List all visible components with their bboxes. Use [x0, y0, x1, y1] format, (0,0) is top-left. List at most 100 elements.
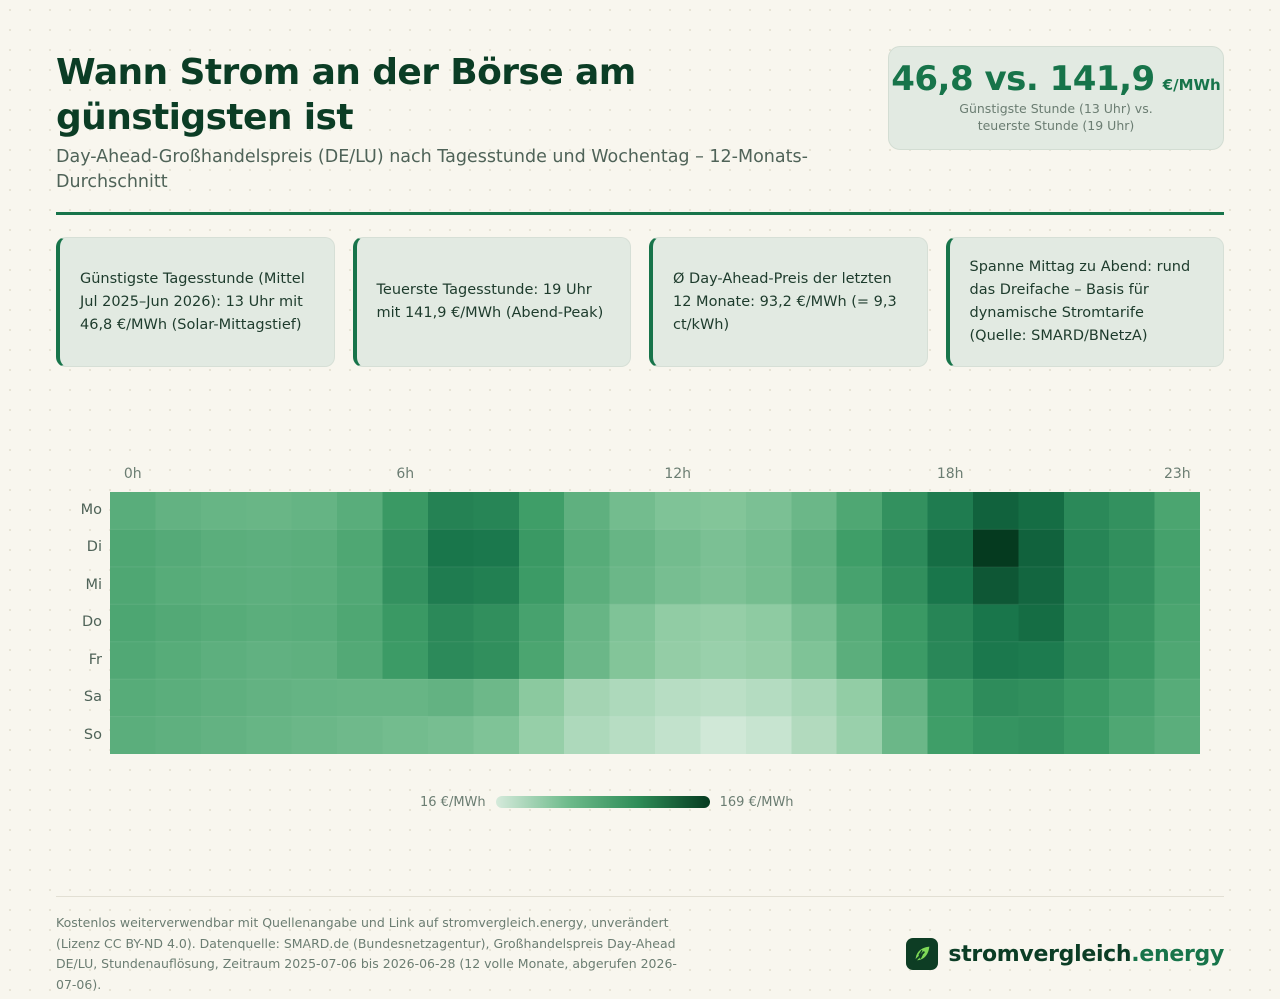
heatmap-cell — [745, 641, 792, 680]
y-axis-days: Mo Di Mi Do Fr Sa So — [56, 492, 102, 754]
heatmap-cell — [246, 716, 293, 754]
heatmap-cell — [382, 679, 429, 718]
heatmap-cell — [1063, 716, 1110, 754]
leaf-icon — [906, 938, 939, 970]
heatmap-cell — [200, 604, 247, 643]
heatmap-cell — [337, 716, 384, 754]
kpi-unit: €/MWh — [1162, 76, 1221, 94]
heatmap-cell — [1063, 566, 1110, 605]
heatmap-cell — [882, 566, 929, 605]
heatmap-cell — [110, 566, 157, 605]
fact-card: Spanne Mittag zu Abend: rund das Dreifac… — [945, 237, 1224, 367]
heatmap-cell — [518, 641, 565, 680]
heatmap-cell — [1063, 529, 1110, 568]
heatmap-cell — [1109, 641, 1156, 680]
heatmap-cell — [655, 641, 702, 680]
fact-cards: Günstigste Tagesstunde (Mittel Jul 2025–… — [56, 237, 1224, 367]
header-divider — [56, 212, 1224, 215]
heatmap-cell — [972, 641, 1019, 680]
heatmap-cell — [246, 529, 293, 568]
heatmap-cell — [155, 492, 202, 531]
heatmap-cell — [473, 716, 520, 754]
legend-max-label: 169 €/MWh — [719, 794, 794, 810]
heatmap-cell — [745, 716, 792, 754]
y-tick-label: Mi — [85, 576, 102, 593]
heatmap-cell — [1063, 604, 1110, 643]
y-tick-label: Do — [81, 614, 102, 631]
heatmap-cell — [337, 641, 384, 680]
heatmap-cell — [745, 679, 792, 718]
heatmap-cell — [337, 529, 384, 568]
fact-card: Günstigste Tagesstunde (Mittel Jul 2025–… — [56, 237, 335, 367]
heatmap-cell — [291, 641, 338, 680]
x-tick-label: 0h — [123, 466, 142, 482]
heatmap-cell — [1109, 529, 1156, 568]
heatmap-cell — [200, 492, 247, 531]
x-tick-label: 6h — [396, 466, 415, 482]
footer-divider — [56, 896, 1224, 897]
heatmap-cell — [700, 716, 747, 754]
heatmap-cell — [382, 641, 429, 680]
heatmap-cell — [382, 604, 429, 643]
heatmap-cell — [1063, 492, 1110, 531]
heatmap-cell — [972, 604, 1019, 643]
heatmap-cell — [110, 679, 157, 718]
heatmap-cell — [972, 529, 1019, 568]
heatmap-cell — [836, 529, 883, 568]
y-tick-label: So — [83, 726, 102, 743]
heatmap-cell — [518, 492, 565, 531]
heatmap-cell — [927, 604, 974, 643]
heatmap-cell — [337, 492, 384, 531]
heatmap-cell — [972, 566, 1019, 605]
heatmap-cell — [609, 604, 656, 643]
heatmap-cell — [700, 604, 747, 643]
heatmap-cell — [200, 566, 247, 605]
heatmap-cell — [291, 679, 338, 718]
heatmap-cell — [927, 566, 974, 605]
heatmap-cell — [337, 679, 384, 718]
heatmap-cell — [155, 604, 202, 643]
heatmap-cell — [791, 641, 838, 680]
price-heatmap — [110, 492, 1200, 754]
heatmap-cell — [382, 529, 429, 568]
heatmap-cell — [382, 492, 429, 531]
heatmap-cell — [1154, 529, 1200, 568]
x-tick-label: 18h — [936, 466, 964, 482]
heatmap-cell — [155, 679, 202, 718]
heatmap-cell — [1018, 529, 1065, 568]
fact-card: Ø Day-Ahead-Preis der letzten 12 Monate:… — [649, 237, 928, 367]
heatmap-cell — [1154, 679, 1200, 718]
heatmap-cell — [246, 641, 293, 680]
heatmap-cell — [337, 604, 384, 643]
heatmap-cell — [473, 566, 520, 605]
heatmap-cell — [972, 492, 1019, 531]
heatmap-cell — [927, 679, 974, 718]
heatmap-cell — [609, 529, 656, 568]
kpi-caption: Günstigste Stunde (13 Uhr) vs. teuerste … — [959, 101, 1153, 133]
heatmap-cell — [836, 566, 883, 605]
heatmap-cell — [564, 492, 611, 531]
heatmap-cell — [1109, 604, 1156, 643]
heatmap-cell — [1109, 679, 1156, 718]
heatmap-cell — [427, 679, 474, 718]
heatmap-cell — [655, 716, 702, 754]
legend-gradient-bar — [495, 796, 710, 808]
heatmap-cell — [1154, 566, 1200, 605]
heatmap-cell — [655, 566, 702, 605]
heatmap-cell — [836, 604, 883, 643]
heatmap-cell — [382, 566, 429, 605]
heatmap-cell — [700, 492, 747, 531]
heatmap-cell — [110, 604, 157, 643]
heatmap-cell — [110, 529, 157, 568]
heatmap-cell — [291, 604, 338, 643]
heatmap-cell — [246, 604, 293, 643]
heatmap-cell — [110, 492, 157, 531]
heatmap-cell — [200, 641, 247, 680]
heatmap-cell — [882, 679, 929, 718]
heatmap-cell — [700, 566, 747, 605]
x-axis-hours: 0h 6h 12h 18h 23h — [110, 466, 1200, 486]
heatmap-cell — [972, 716, 1019, 754]
heatmap-cell — [1063, 679, 1110, 718]
heatmap-cell — [427, 529, 474, 568]
heatmap-cell — [791, 604, 838, 643]
